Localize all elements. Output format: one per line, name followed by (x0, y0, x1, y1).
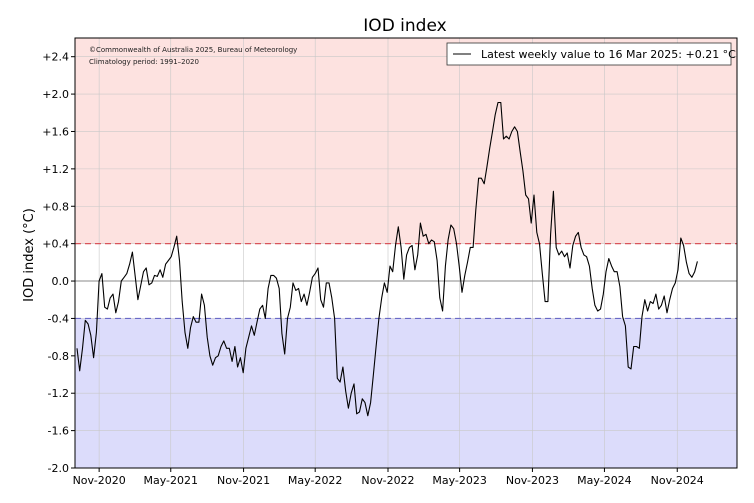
y-tick-label: -0.8 (48, 350, 69, 363)
y-tick-label: -0.4 (48, 312, 69, 325)
x-tick-label: Nov-2023 (506, 474, 559, 487)
y-tick-label: +2.0 (42, 88, 69, 101)
x-tick-label: Nov-2021 (217, 474, 270, 487)
x-tick-label: May-2024 (577, 474, 632, 487)
positive-band (75, 38, 737, 244)
y-tick-label: -1.6 (48, 425, 69, 438)
series-line-iod-weekly (76, 101, 698, 417)
y-tick-label: -1.2 (48, 387, 69, 400)
y-tick-label: +2.4 (42, 51, 69, 64)
y-tick-label: +1.6 (42, 125, 69, 138)
y-tick-label: +0.4 (42, 238, 69, 251)
y-axis-label: IOD index (°C) (22, 208, 37, 302)
copyright-note: ©Commonwealth of Australia 2025, Bureau … (89, 46, 297, 54)
plot-frame (74, 37, 738, 469)
x-tick-label: Nov-2024 (651, 474, 704, 487)
x-tick-label: Nov-2020 (73, 474, 126, 487)
legend: Latest weekly value to 16 Mar 2025: +0.2… (446, 42, 736, 66)
y-tick-label: +1.2 (42, 163, 69, 176)
y-tick-label: 0.0 (52, 275, 70, 288)
legend-entry: Latest weekly value to 16 Mar 2025: +0.2… (481, 48, 736, 61)
y-tick-label: -2.0 (48, 462, 69, 475)
y-tick-label: +0.8 (42, 200, 69, 213)
x-tick-label: May-2022 (288, 474, 343, 487)
x-tick-label: May-2023 (432, 474, 487, 487)
x-tick-label: May-2021 (144, 474, 199, 487)
plot-area: +2.4 +2.0 +1.6 +1.2 +0.8 +0.4 0.0 -0.4 -0.8 -1.2 -… (42, 37, 738, 487)
climatology-note: Climatology period: 1991–2020 (89, 58, 199, 66)
legend-box (446, 42, 732, 66)
x-tick-label: Nov-2022 (361, 474, 414, 487)
chart-title: IOD index (363, 16, 446, 36)
